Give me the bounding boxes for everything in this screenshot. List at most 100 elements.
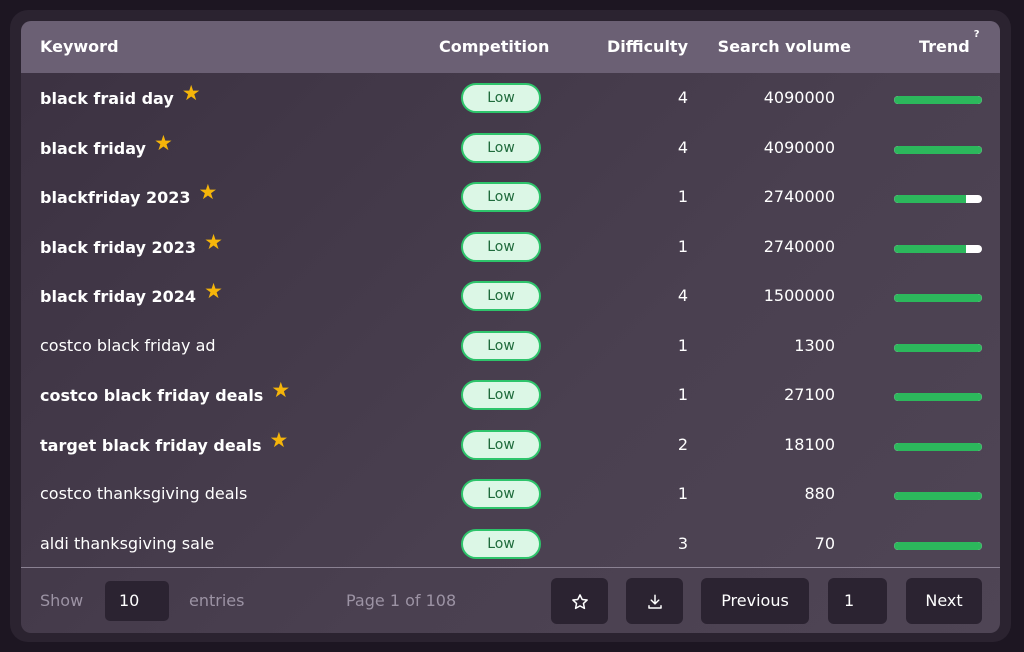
trend-bar-fill <box>894 195 967 203</box>
competition-badge: Low <box>461 380 541 410</box>
difficulty-cell: 1 <box>677 335 688 355</box>
star-icon[interactable]: ★ <box>204 229 223 254</box>
difficulty-cell: 1 <box>677 385 688 404</box>
keyword-text: costco black friday deals <box>40 386 264 405</box>
star-icon[interactable]: ★ <box>271 378 291 402</box>
search-volume-cell: 27100 <box>784 385 835 404</box>
keyword-cell[interactable]: black friday 2023 ★ <box>40 222 223 272</box>
keyword-text: black fraid day <box>40 89 174 108</box>
star-icon[interactable]: ★ <box>198 180 218 204</box>
table-row[interactable]: blackfriday 2023 ★ Low 1 2740000 <box>21 172 1000 222</box>
difficulty-cell: 4 <box>677 286 688 305</box>
keyword-cell[interactable]: costco thanksgiving deals <box>40 469 247 519</box>
keyword-text: costco thanksgiving deals <box>40 484 248 503</box>
competition-badge: Low <box>461 132 541 163</box>
search-volume-cell: 4090000 <box>763 88 835 107</box>
trend-bar <box>894 96 982 104</box>
trend-bar-fill <box>894 145 982 154</box>
star-icon[interactable]: ★ <box>153 130 173 155</box>
search-volume-cell: 4090000 <box>763 137 835 157</box>
table-footer: Show 10 entries Page 1 of 108 Previous 1… <box>21 568 1000 633</box>
header-search-volume[interactable]: Search volume <box>717 37 851 56</box>
keyword-cell[interactable]: blackfriday 2023 ★ <box>40 172 217 222</box>
table-row[interactable]: black friday ★ Low 4 4090000 <box>21 123 1000 173</box>
star-outline-icon <box>571 591 589 610</box>
table-row[interactable]: black friday 2024 ★ Low 4 1500000 <box>21 271 1000 321</box>
trend-bar-fill <box>894 541 982 550</box>
trend-bar <box>894 393 982 401</box>
trend-bar-fill <box>894 343 982 352</box>
page-number-input[interactable]: 1 <box>828 578 887 624</box>
star-icon[interactable]: ★ <box>204 279 223 303</box>
star-icon[interactable]: ★ <box>269 427 289 452</box>
entries-label: entries <box>189 591 245 610</box>
search-volume-cell: 18100 <box>784 434 835 454</box>
keyword-cell[interactable]: target black friday deals ★ <box>40 420 288 470</box>
keyword-cell[interactable]: costco black friday deals ★ <box>40 370 290 420</box>
search-volume-cell: 70 <box>814 533 835 553</box>
table-row[interactable]: black fraid day ★ Low 4 4090000 <box>21 73 1000 123</box>
trend-bar-fill <box>894 244 967 253</box>
competition-badge: Low <box>461 528 541 559</box>
difficulty-cell: 4 <box>677 137 688 157</box>
trend-bar-fill <box>894 96 982 104</box>
trend-bar-fill <box>894 294 982 302</box>
trend-bar-fill <box>894 393 982 401</box>
keyword-text: black friday 2024 <box>40 287 197 306</box>
download-button[interactable] <box>626 578 683 624</box>
competition-badge: Low <box>461 479 541 509</box>
header-difficulty[interactable]: Difficulty <box>606 37 688 56</box>
search-volume-cell: 1500000 <box>763 286 835 305</box>
table-row[interactable]: aldi thanksgiving sale Low 3 70 <box>21 519 1000 569</box>
keyword-text: black friday 2023 <box>40 237 197 257</box>
header-trend[interactable]: Trend? <box>919 21 980 73</box>
trend-help-icon[interactable]: ? <box>973 29 980 40</box>
competition-badge: Low <box>461 182 541 212</box>
next-page-button[interactable]: Next <box>906 578 982 624</box>
favorites-filter-button[interactable] <box>551 578 608 624</box>
trend-bar <box>894 244 982 253</box>
page-info: Page 1 of 108 <box>346 591 457 610</box>
table-row[interactable]: target black friday deals ★ Low 2 18100 <box>21 420 1000 470</box>
table-row[interactable]: costco black friday deals ★ Low 1 27100 <box>21 370 1000 420</box>
keyword-text: aldi thanksgiving sale <box>40 533 215 553</box>
search-volume-cell: 880 <box>804 484 835 503</box>
table-row[interactable]: costco black friday ad Low 1 1300 <box>21 321 1000 371</box>
difficulty-cell: 1 <box>677 484 688 503</box>
header-keyword[interactable]: Keyword <box>40 37 119 56</box>
trend-bar <box>894 195 982 203</box>
competition-badge: Low <box>461 83 541 113</box>
keyword-cell[interactable]: black friday ★ <box>40 123 173 173</box>
competition-badge: Low <box>461 330 541 361</box>
entries-per-page-input[interactable]: 10 <box>105 581 169 621</box>
difficulty-cell: 4 <box>677 88 688 107</box>
keyword-cell[interactable]: black friday 2024 ★ <box>40 271 223 321</box>
keyword-text: blackfriday 2023 <box>40 188 191 207</box>
trend-bar <box>894 343 982 352</box>
trend-bar <box>894 492 982 500</box>
table-row[interactable]: costco thanksgiving deals Low 1 880 <box>21 469 1000 519</box>
keyword-cell[interactable]: costco black friday ad <box>40 321 216 371</box>
competition-badge: Low <box>461 281 541 311</box>
table-header: Keyword Competition Difficulty Search vo… <box>21 21 1000 73</box>
difficulty-cell: 3 <box>677 533 688 553</box>
keyword-text: black friday <box>40 138 146 158</box>
keyword-text: costco black friday ad <box>40 335 216 355</box>
competition-badge: Low <box>461 429 541 460</box>
header-competition[interactable]: Competition <box>439 37 550 56</box>
previous-page-button[interactable]: Previous <box>701 578 809 624</box>
trend-bar <box>894 442 982 451</box>
star-icon[interactable]: ★ <box>181 81 201 105</box>
search-volume-cell: 2740000 <box>763 187 835 206</box>
download-icon <box>646 591 664 610</box>
trend-bar <box>894 541 982 550</box>
trend-bar-fill <box>894 442 982 451</box>
difficulty-cell: 1 <box>677 187 688 206</box>
table-row[interactable]: black friday 2023 ★ Low 1 2740000 <box>21 222 1000 272</box>
search-volume-cell: 2740000 <box>763 236 835 256</box>
search-volume-cell: 1300 <box>794 335 835 355</box>
keyword-cell[interactable]: black fraid day ★ <box>40 73 201 123</box>
show-label: Show <box>40 591 84 610</box>
competition-badge: Low <box>461 231 541 262</box>
keyword-cell[interactable]: aldi thanksgiving sale <box>40 519 214 569</box>
